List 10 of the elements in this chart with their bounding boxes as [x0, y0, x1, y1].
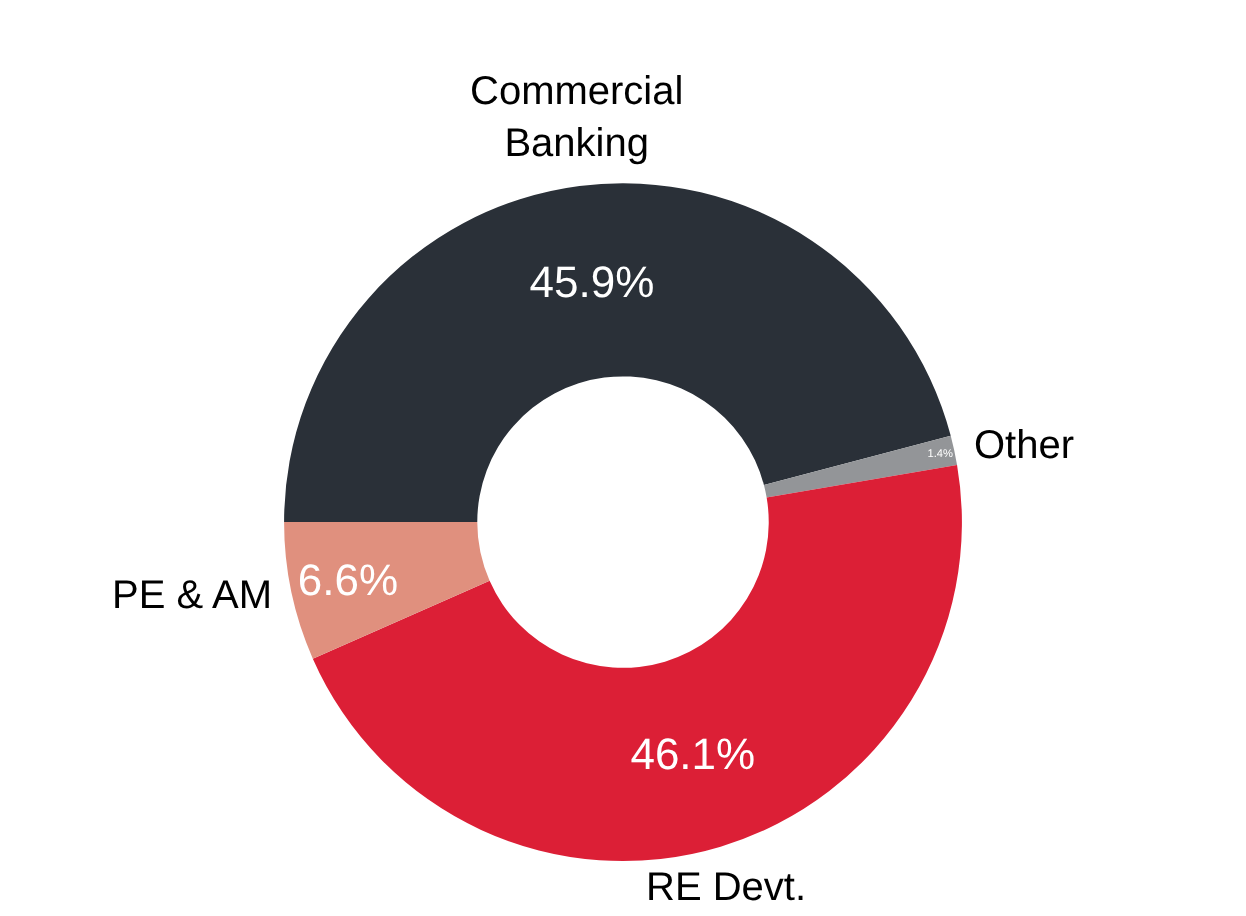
- data-label: 45.9%: [529, 256, 655, 307]
- data-label: 46.1%: [630, 729, 756, 780]
- slice-label: Other: [974, 424, 1075, 468]
- data-label: 6.6%: [297, 554, 399, 605]
- donut-slice: [284, 522, 490, 659]
- donut-slice: [284, 183, 951, 523]
- donut-slice: [763, 435, 958, 498]
- slice-label: PE & AM: [112, 574, 273, 618]
- slice-label: RE Devt.: [646, 866, 807, 910]
- slice-label: Commercial Banking: [470, 70, 684, 166]
